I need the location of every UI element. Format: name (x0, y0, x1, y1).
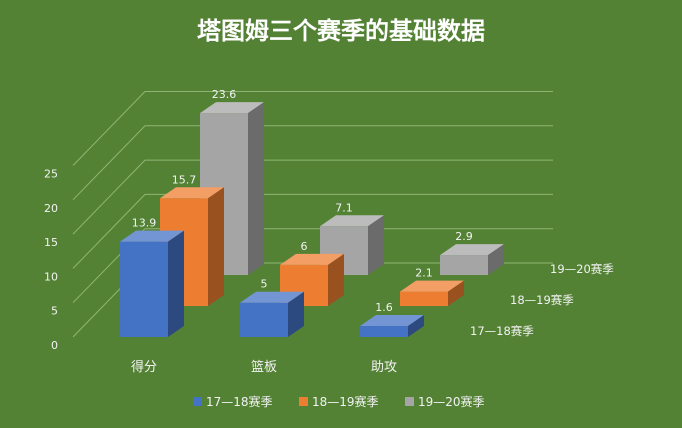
bar-front (360, 326, 408, 337)
bar-top (400, 280, 464, 292)
bar-top (280, 253, 344, 265)
gridline (72, 193, 553, 269)
bar-front (440, 255, 488, 275)
bar-side (448, 280, 464, 306)
gridline (72, 91, 553, 166)
data-label: 1.6 (375, 301, 393, 314)
y-tick-label: 20 (44, 202, 58, 215)
data-label: 6 (301, 240, 308, 253)
data-label: 13.9 (132, 217, 157, 230)
y-tick-label: 10 (44, 270, 58, 283)
bar-side (408, 315, 424, 337)
legend-label: 17—18赛季 (206, 394, 273, 409)
series-axis: 17—18赛季 18—19赛季 19—20赛季 (470, 262, 614, 338)
bar-side (168, 230, 184, 337)
data-label: 5 (261, 278, 268, 291)
bar (360, 315, 424, 337)
gridline (72, 159, 553, 235)
x-axis: 得分 篮板 助攻 (131, 359, 397, 375)
y-tick-label: 15 (44, 236, 58, 249)
series-axis-label: 17—18赛季 (470, 324, 534, 338)
category-label: 得分 (131, 359, 157, 375)
bar (440, 244, 504, 275)
bar-front (120, 241, 168, 337)
legend-item: 17—18赛季 (193, 394, 273, 409)
data-label: 2.1 (415, 267, 433, 280)
chart-title: 塔图姆三个赛季的基础数据 (197, 17, 485, 45)
bar-top (120, 230, 184, 242)
data-label: 15.7 (172, 173, 197, 186)
legend-swatch (193, 397, 202, 406)
bar-side (488, 244, 504, 275)
y-tick-label: 5 (51, 305, 58, 318)
bar-side (368, 215, 384, 275)
data-label: 2.9 (455, 230, 473, 243)
legend-label: 18—19赛季 (312, 394, 379, 409)
legend-swatch (299, 397, 308, 406)
gridline (72, 228, 553, 304)
bar-front (400, 291, 448, 306)
data-labels: 23.6 7.1 2.9 15.7 6 2.1 13.9 5 1.6 (132, 88, 473, 314)
legend-swatch (405, 397, 414, 406)
bar-front (240, 302, 288, 337)
bar-side (288, 291, 304, 337)
category-label: 篮板 (251, 360, 277, 375)
gridline (72, 125, 553, 201)
bar-side (248, 102, 264, 275)
bar-top (320, 215, 384, 227)
bar-top (440, 244, 504, 256)
y-tick-label: 25 (44, 168, 58, 181)
bar (120, 230, 184, 337)
bar-side (328, 253, 344, 306)
bar-side (208, 187, 224, 306)
bar (240, 291, 304, 337)
y-tick-label: 0 (51, 339, 58, 352)
data-label: 23.6 (212, 88, 237, 101)
gridlines (72, 91, 553, 338)
legend-item: 19—20赛季 (405, 394, 485, 409)
legend-item: 18—19赛季 (299, 394, 379, 409)
bar-top (240, 291, 304, 303)
plot-area (120, 102, 504, 337)
series-axis-label: 18—19赛季 (510, 293, 574, 307)
bar-top (200, 102, 264, 114)
category-label: 助攻 (371, 360, 397, 375)
y-axis: 0 5 10 15 20 25 (44, 168, 58, 353)
legend-label: 19—20赛季 (418, 394, 485, 409)
bar-top (160, 187, 224, 199)
bar-top (360, 315, 424, 327)
series-axis-label: 19—20赛季 (550, 262, 614, 276)
data-label: 7.1 (335, 201, 353, 214)
legend: 17—18赛季 18—19赛季 19—20赛季 (193, 394, 485, 409)
bar (400, 280, 464, 306)
